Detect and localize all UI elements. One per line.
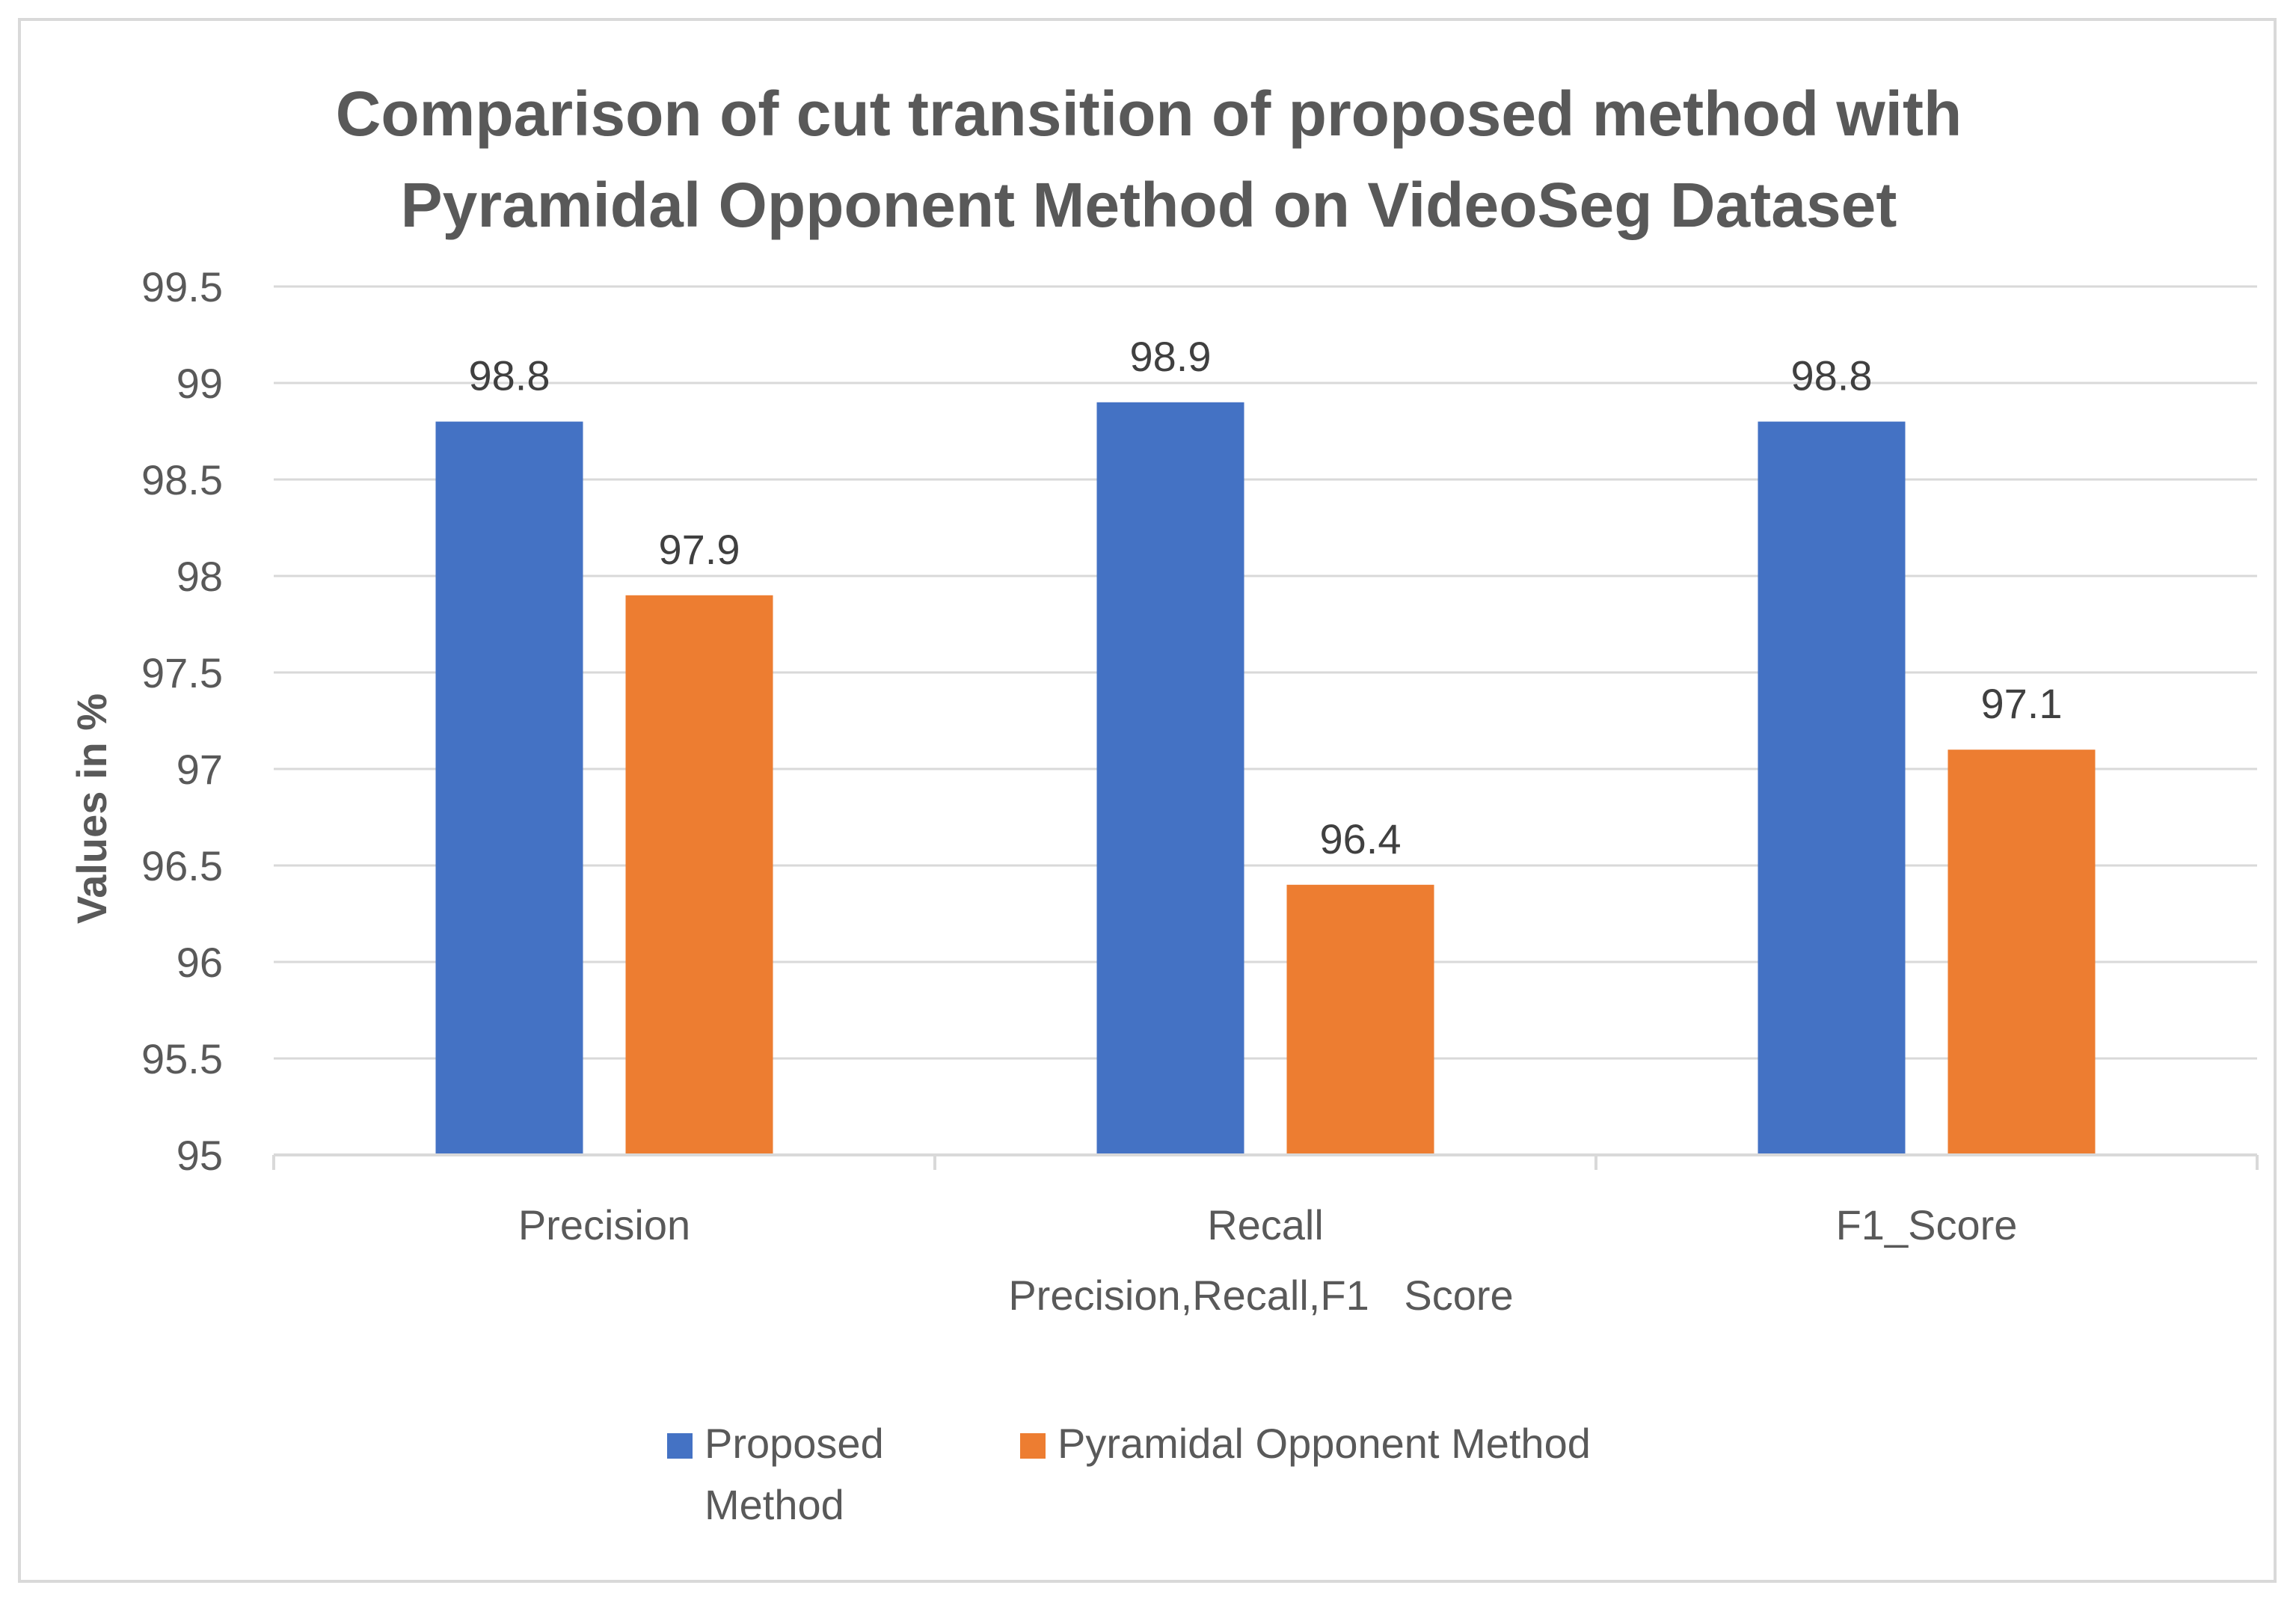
- x-category-label-f1-score: F1_Score: [1836, 1201, 2018, 1248]
- y-tick-label: 99.5: [141, 263, 223, 310]
- legend: Proposed Method Pyramidal Opponent Metho…: [667, 1420, 1591, 1528]
- legend-label-pyramidal-opponent-method: Pyramidal Opponent Method: [1058, 1420, 1591, 1467]
- y-tick-label: 96.5: [141, 842, 223, 889]
- y-tick-label: 97.5: [141, 649, 223, 696]
- bar-proposed-method-f1-score: [1758, 421, 1906, 1155]
- y-axis-title: Values in %: [68, 693, 115, 924]
- bar-pyramidal-opponent-method-recall: [1286, 884, 1434, 1155]
- bar-pyramidal-opponent-method-precision: [625, 595, 773, 1155]
- y-tick-label: 96: [177, 939, 223, 986]
- x-category-label-recall: Recall: [1207, 1201, 1324, 1248]
- legend-swatch-proposed-method: [667, 1433, 693, 1459]
- x-axis: [272, 1153, 2259, 1170]
- x-category-label-precision: Precision: [518, 1201, 690, 1248]
- y-axis-ticks: 95 95.5 96 96.5 97 97.5 98 98.5 99 99.5: [141, 263, 223, 1179]
- bar-proposed-method-recall: [1096, 402, 1244, 1155]
- legend-label-proposed-method-line-2: Method: [705, 1481, 844, 1528]
- data-label-proposed-method-precision: 98.8: [469, 352, 550, 399]
- legend-label-proposed-method-line-1: Proposed: [705, 1420, 884, 1467]
- y-tick-label: 99: [177, 360, 223, 407]
- data-label-pyramidal-opponent-method-precision: 97.9: [659, 526, 740, 573]
- data-label-proposed-method-f1-score: 98.8: [1791, 352, 1873, 399]
- y-tick-label: 98: [177, 553, 223, 600]
- gridlines: [274, 285, 2257, 1060]
- bar-pyramidal-opponent-method-f1-score: [1947, 750, 2096, 1155]
- chart-title-line-1: Comparison of cut transition of proposed…: [336, 79, 1962, 149]
- x-axis-title: Precision,Recall,F1 Score: [1008, 1272, 1513, 1319]
- data-labels: 98.8 97.9 98.9 96.4 98.8 97.1: [469, 333, 2063, 862]
- bar-chart: Comparison of cut transition of proposed…: [68, 79, 2259, 1528]
- x-axis-categories: Precision Recall F1_Score: [518, 1201, 2018, 1248]
- data-label-pyramidal-opponent-method-recall: 96.4: [1320, 815, 1402, 862]
- data-label-proposed-method-recall: 98.9: [1130, 333, 1212, 380]
- y-tick-label: 97: [177, 746, 223, 793]
- bar-proposed-method-precision: [435, 421, 583, 1155]
- data-label-pyramidal-opponent-method-f1-score: 97.1: [1981, 680, 2063, 727]
- bars: [435, 402, 2096, 1155]
- chart-title-line-2: Pyramidal Opponent Method on VideoSeg Da…: [401, 170, 1897, 240]
- y-tick-label: 95: [177, 1132, 223, 1179]
- y-tick-label: 98.5: [141, 456, 223, 503]
- chart-title: Comparison of cut transition of proposed…: [336, 79, 1962, 240]
- chart-frame: Comparison of cut transition of proposed…: [18, 18, 2277, 1583]
- y-tick-label: 95.5: [141, 1035, 223, 1082]
- legend-swatch-pyramidal-opponent-method: [1020, 1433, 1046, 1459]
